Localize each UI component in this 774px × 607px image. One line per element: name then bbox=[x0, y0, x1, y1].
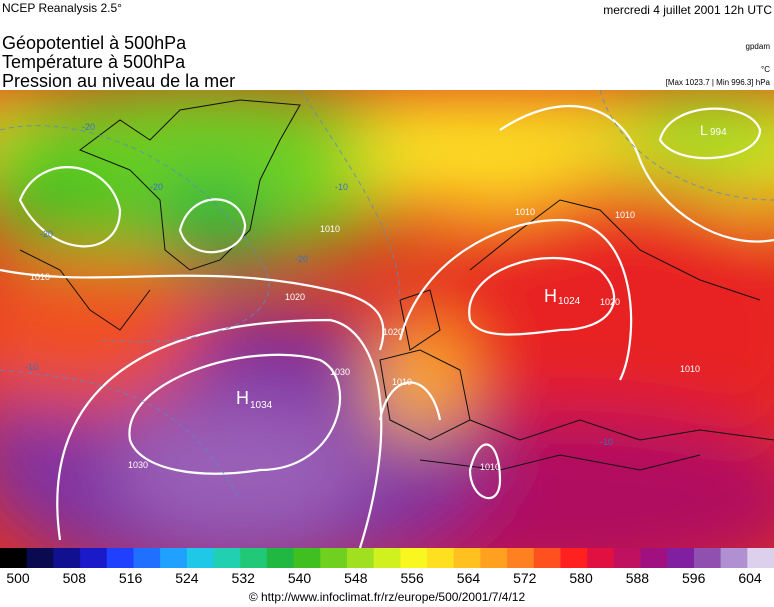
temperature-label: -20 bbox=[295, 254, 308, 264]
pressure-value: 1024 bbox=[558, 296, 581, 307]
footer: © http://www.infoclimat.fr/rz/europe/500… bbox=[249, 590, 526, 604]
colorbar-label: 500 bbox=[6, 570, 30, 586]
color-swatch bbox=[240, 548, 268, 568]
colorbar-label: 532 bbox=[232, 570, 256, 586]
isobar-label: 1020 bbox=[600, 297, 620, 307]
colorbar-label: 508 bbox=[63, 570, 87, 586]
color-swatch bbox=[587, 548, 615, 568]
temperature-label: -10 bbox=[600, 437, 613, 447]
isobar-label: 1010 bbox=[615, 210, 635, 220]
isobar-label: 1010 bbox=[680, 364, 700, 374]
colorbar-label: 572 bbox=[513, 570, 537, 586]
map-field bbox=[0, 90, 774, 548]
colorbar-label: 524 bbox=[175, 570, 199, 586]
colorbar-label: 564 bbox=[457, 570, 481, 586]
isobar-label: 1020 bbox=[285, 292, 305, 302]
date: mercredi 4 juillet 2001 12h UTC bbox=[603, 3, 772, 17]
colorbar: 500 508 516 524 532 540 548 556 564 572 580 588 596 6… bbox=[0, 548, 774, 586]
pressure-center: H bbox=[236, 388, 249, 408]
color-swatch bbox=[667, 548, 695, 568]
color-swatch bbox=[373, 548, 401, 568]
colorbar-label: 596 bbox=[682, 570, 706, 586]
colorbar-label: 548 bbox=[344, 570, 368, 586]
color-swatch bbox=[427, 548, 455, 568]
temperature-label: -20 bbox=[82, 122, 95, 132]
color-swatch bbox=[133, 548, 161, 568]
color-swatch bbox=[266, 548, 295, 568]
temperature-label: -20 bbox=[150, 182, 163, 192]
title: Température à 500hPa bbox=[2, 52, 186, 72]
color-swatch bbox=[186, 548, 215, 568]
color-swatch bbox=[560, 548, 588, 568]
colorbar-label: 604 bbox=[738, 570, 762, 586]
temperature-label: -10 bbox=[335, 182, 348, 192]
colorbar-label: 556 bbox=[400, 570, 424, 586]
pressure-center: H bbox=[544, 286, 557, 306]
color-swatch bbox=[160, 548, 188, 568]
temperature-label: -20 bbox=[40, 229, 53, 239]
color-swatch bbox=[106, 548, 134, 568]
color-swatch bbox=[320, 548, 348, 568]
isobar-label: 1010 bbox=[392, 377, 412, 387]
source: NCEP Reanalysis 2.5° bbox=[2, 1, 122, 15]
color-swatch bbox=[80, 548, 108, 568]
color-swatch bbox=[213, 548, 241, 568]
isobar-label: 1010 bbox=[480, 462, 500, 472]
color-swatch bbox=[293, 548, 321, 568]
colorbar-label: 580 bbox=[569, 570, 593, 586]
isobar-label: 1030 bbox=[330, 367, 350, 377]
color-swatch bbox=[507, 548, 535, 568]
colorbar-label: 516 bbox=[119, 570, 143, 586]
isobar-label: 1020 bbox=[383, 327, 403, 337]
temperature-label: -10 bbox=[25, 362, 38, 372]
title: Géopotentiel à 500hPa bbox=[2, 33, 187, 53]
color-swatch bbox=[747, 548, 774, 568]
pressure-center: L bbox=[700, 122, 708, 138]
color-swatch bbox=[533, 548, 561, 568]
color-swatch bbox=[346, 548, 375, 568]
unit: °C bbox=[761, 65, 770, 74]
color-swatch bbox=[720, 548, 748, 568]
color-swatch bbox=[640, 548, 668, 568]
pressure-value: 994 bbox=[710, 127, 727, 138]
color-swatch bbox=[453, 548, 481, 568]
color-swatch bbox=[53, 548, 81, 568]
color-swatch bbox=[480, 548, 508, 568]
isobar-label: 1030 bbox=[128, 460, 148, 470]
color-swatch bbox=[0, 548, 28, 568]
color-swatch bbox=[693, 548, 722, 568]
pressure-value: 1034 bbox=[250, 400, 273, 411]
unit: gpdam bbox=[746, 42, 771, 51]
isobar-label: 1010 bbox=[320, 224, 340, 234]
color-swatch bbox=[400, 548, 428, 568]
color-swatch bbox=[26, 548, 54, 568]
isobar-label: 1010 bbox=[30, 272, 50, 282]
color-swatch bbox=[613, 548, 642, 568]
title: Pression au niveau de la mer bbox=[2, 71, 235, 91]
unit: [Max 1023.7 | Min 996.3] hPa bbox=[666, 78, 771, 87]
colorbar-label: 588 bbox=[626, 570, 650, 586]
isobar-label: 1010 bbox=[515, 207, 535, 217]
colorbar-label: 540 bbox=[288, 570, 312, 586]
